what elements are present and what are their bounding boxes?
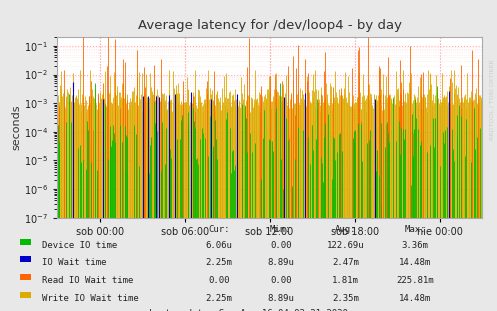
Text: 8.89u: 8.89u: [267, 294, 294, 303]
Text: 3.36m: 3.36m: [402, 241, 428, 250]
Text: Read IO Wait time: Read IO Wait time: [42, 276, 134, 285]
Text: 14.48m: 14.48m: [399, 294, 431, 303]
Text: Last update: Sun Aug 16 04:02:21 2020: Last update: Sun Aug 16 04:02:21 2020: [149, 309, 348, 311]
Text: Device IO time: Device IO time: [42, 241, 117, 250]
Text: 225.81m: 225.81m: [396, 276, 434, 285]
Title: Average latency for /dev/loop4 - by day: Average latency for /dev/loop4 - by day: [138, 19, 402, 32]
Y-axis label: seconds: seconds: [11, 105, 21, 150]
Text: 1.81m: 1.81m: [332, 276, 359, 285]
Text: 0.00: 0.00: [270, 276, 292, 285]
Text: 2.35m: 2.35m: [332, 294, 359, 303]
Text: Cur:: Cur:: [208, 225, 230, 234]
Text: Max:: Max:: [404, 225, 426, 234]
Text: Min:: Min:: [270, 225, 292, 234]
Text: 6.06u: 6.06u: [205, 241, 232, 250]
Text: 14.48m: 14.48m: [399, 258, 431, 267]
Text: 122.69u: 122.69u: [327, 241, 364, 250]
Text: 2.25m: 2.25m: [205, 294, 232, 303]
Text: Avg:: Avg:: [334, 225, 356, 234]
Text: 2.47m: 2.47m: [332, 258, 359, 267]
Text: 2.25m: 2.25m: [205, 258, 232, 267]
Text: 0.00: 0.00: [270, 241, 292, 250]
Text: RRDTOOL / TOBI OETIKER: RRDTOOL / TOBI OETIKER: [490, 59, 495, 140]
Text: IO Wait time: IO Wait time: [42, 258, 107, 267]
Text: 8.89u: 8.89u: [267, 258, 294, 267]
Text: Write IO Wait time: Write IO Wait time: [42, 294, 139, 303]
Text: 0.00: 0.00: [208, 276, 230, 285]
